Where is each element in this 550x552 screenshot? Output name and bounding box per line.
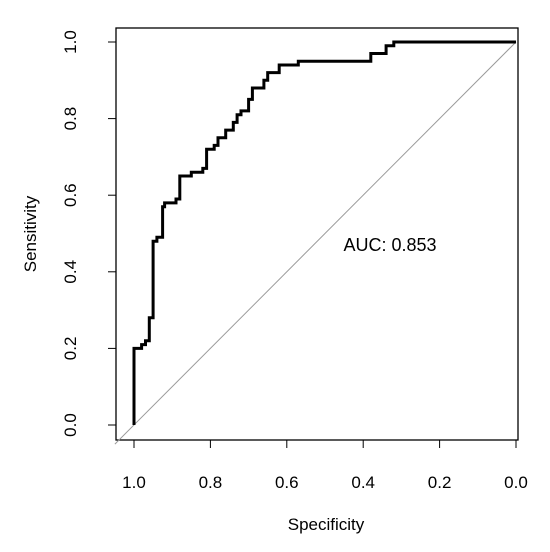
reference-diagonal-line <box>114 41 517 445</box>
x-tick-label: 0.8 <box>199 473 223 492</box>
x-tick-label: 0.0 <box>504 473 528 492</box>
y-axis-label: Sensitivity <box>21 195 40 272</box>
plot-box <box>115 27 519 441</box>
auc-annotation: AUC: 0.853 <box>343 235 436 255</box>
y-tick-label: 0.4 <box>61 260 80 284</box>
y-tick-label: 0.0 <box>61 413 80 437</box>
roc-curve-line <box>132 40 516 425</box>
x-tick-label: 0.4 <box>351 473 375 492</box>
x-tick-label: 0.6 <box>275 473 299 492</box>
y-tick-label: 0.2 <box>61 337 80 361</box>
x-tick-label: 1.0 <box>122 473 146 492</box>
x-axis-label: Specificity <box>288 515 365 534</box>
x-tick-label: 0.2 <box>428 473 452 492</box>
y-tick-label: 0.6 <box>61 183 80 207</box>
y-tick-label: 0.8 <box>61 107 80 131</box>
y-tick-label: 1.0 <box>61 30 80 54</box>
